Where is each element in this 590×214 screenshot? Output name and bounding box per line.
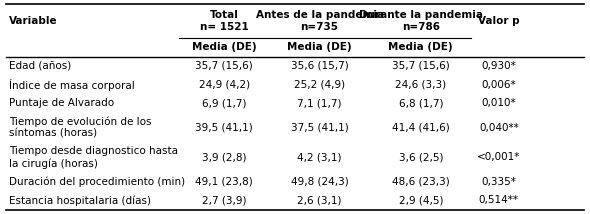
Text: Tiempo desde diagnostico hasta
la cirugía (horas): Tiempo desde diagnostico hasta la cirugí… [9,146,178,169]
Text: 35,7 (15,6): 35,7 (15,6) [195,61,253,71]
Text: Total
n= 1521: Total n= 1521 [200,10,248,32]
Text: 37,5 (41,1): 37,5 (41,1) [291,123,349,132]
Text: 41,4 (41,6): 41,4 (41,6) [392,123,450,132]
Text: Media (DE): Media (DE) [192,42,257,52]
Text: Edad (años): Edad (años) [9,61,71,71]
Text: <0,001*: <0,001* [477,152,520,162]
Text: 3,6 (2,5): 3,6 (2,5) [398,152,443,162]
Text: 6,8 (1,7): 6,8 (1,7) [398,98,443,108]
Text: Media (DE): Media (DE) [287,42,352,52]
Text: Durante la pandemia
n=786: Durante la pandemia n=786 [359,10,483,32]
Text: Tiempo de evolución de los
síntomas (horas): Tiempo de evolución de los síntomas (hor… [9,116,152,139]
Text: 2,7 (3,9): 2,7 (3,9) [202,195,247,205]
Text: 0,514**: 0,514** [479,195,519,205]
Text: Media (DE): Media (DE) [388,42,453,52]
Text: Puntaje de Alvarado: Puntaje de Alvarado [9,98,114,108]
Text: 0,040**: 0,040** [479,123,519,132]
Text: 24,6 (3,3): 24,6 (3,3) [395,80,446,90]
Text: Duración del procedimiento (min): Duración del procedimiento (min) [9,177,185,187]
Text: 48,6 (23,3): 48,6 (23,3) [392,177,450,187]
Text: Estancia hospitalaria (días): Estancia hospitalaria (días) [9,195,151,206]
Text: 35,7 (15,6): 35,7 (15,6) [392,61,450,71]
Text: 7,1 (1,7): 7,1 (1,7) [297,98,342,108]
Text: 2,9 (4,5): 2,9 (4,5) [398,195,443,205]
Text: Valor p: Valor p [478,16,520,26]
Text: 35,6 (15,7): 35,6 (15,7) [291,61,349,71]
Text: 25,2 (4,9): 25,2 (4,9) [294,80,345,90]
Text: 0,010*: 0,010* [481,98,516,108]
Text: 0,930*: 0,930* [481,61,516,71]
Text: Antes de la pandemia
n=735: Antes de la pandemia n=735 [255,10,384,32]
Text: 6,9 (1,7): 6,9 (1,7) [202,98,247,108]
Text: 0,335*: 0,335* [481,177,516,187]
Text: 4,2 (3,1): 4,2 (3,1) [297,152,342,162]
Text: 49,1 (23,8): 49,1 (23,8) [195,177,253,187]
Text: 24,9 (4,2): 24,9 (4,2) [199,80,250,90]
Text: 3,9 (2,8): 3,9 (2,8) [202,152,247,162]
Text: Índice de masa corporal: Índice de masa corporal [9,79,135,91]
Text: 49,8 (24,3): 49,8 (24,3) [291,177,349,187]
Text: Variable: Variable [9,16,57,26]
Text: 2,6 (3,1): 2,6 (3,1) [297,195,342,205]
Text: 0,006*: 0,006* [481,80,516,90]
Text: 39,5 (41,1): 39,5 (41,1) [195,123,253,132]
